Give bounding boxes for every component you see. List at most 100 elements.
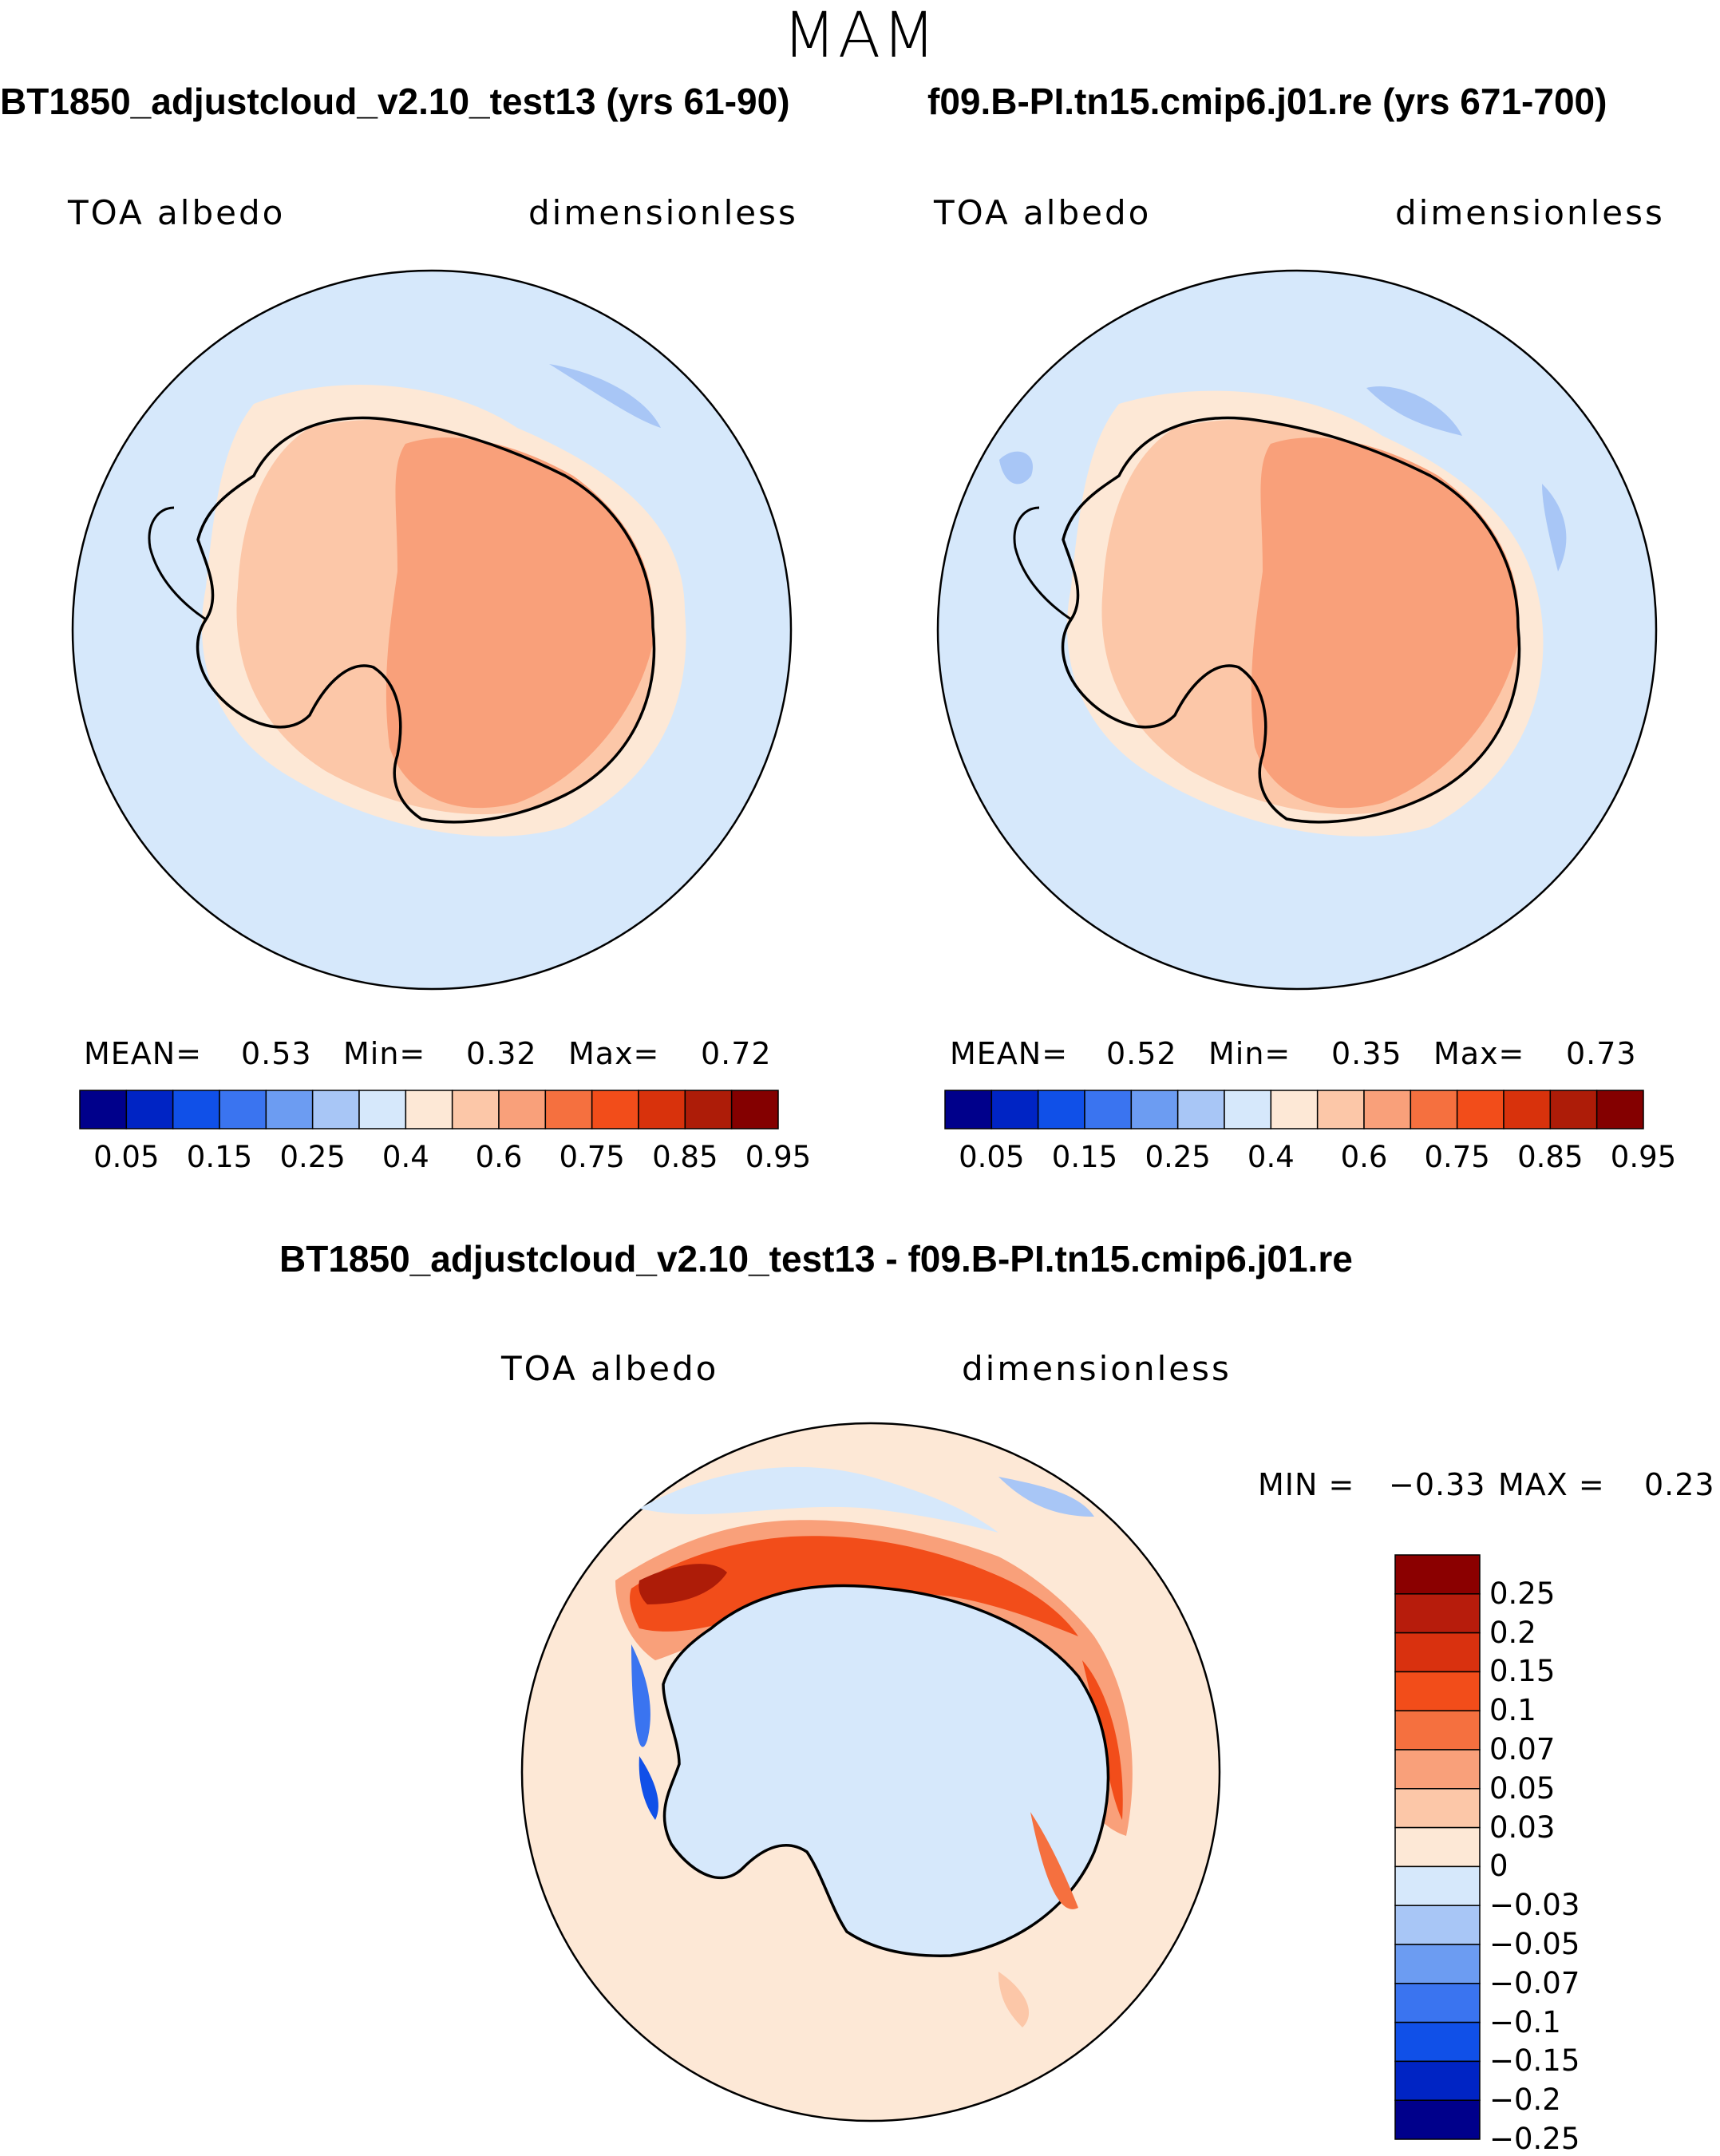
colorbar-tick-label: 0.4 — [1247, 1140, 1295, 1174]
colorbar-tick-label: 0.05 — [1489, 1770, 1556, 1806]
colorbar-box — [219, 1090, 267, 1129]
colorbar-tick-label: −0.25 — [1489, 2122, 1580, 2156]
colorbar-box — [1394, 1983, 1481, 2023]
colorbar-box — [1394, 1905, 1481, 1945]
colorbar-tick-label: 0.75 — [1424, 1140, 1490, 1174]
colorbar-box — [125, 1090, 174, 1129]
panel2-variable: TOA albedo — [934, 193, 1152, 232]
colorbar-box — [1394, 1554, 1481, 1595]
colorbar-tick-label: 0.1 — [1489, 1693, 1536, 1728]
colorbar-box — [1394, 2099, 1481, 2140]
colorbar-tick-label: 0.95 — [1610, 1140, 1677, 1174]
panel2-title: f09.B-PI.tn15.cmip6.j01.re (yrs 671-700) — [927, 81, 1607, 122]
panel1-units: dimensionless — [528, 193, 798, 232]
colorbar-tick-label: 0.2 — [1489, 1615, 1536, 1650]
panel1-variable: TOA albedo — [68, 193, 286, 232]
colorbar-box — [638, 1090, 686, 1129]
colorbar-box — [1270, 1090, 1319, 1129]
colorbar-tick-label: 0.25 — [1145, 1140, 1211, 1174]
colorbar-box — [1394, 1865, 1481, 1906]
colorbar-box — [1394, 1826, 1481, 1868]
colorbar-box — [1456, 1090, 1505, 1129]
colorbar-box — [172, 1090, 220, 1129]
colorbar-box — [1394, 1944, 1481, 1984]
colorbar-box — [1224, 1090, 1272, 1129]
panel1-min-value: 0.32 — [466, 1036, 537, 1071]
colorbar-tick-label: −0.1 — [1489, 2004, 1561, 2039]
colorbar-box — [311, 1090, 360, 1129]
colorbar-tick-label: 0.85 — [1517, 1140, 1584, 1174]
colorbar-box — [1130, 1090, 1179, 1129]
panel3-max-value: 0.23 — [1644, 1467, 1715, 1502]
colorbar-tick-label: 0.05 — [959, 1140, 1025, 1174]
panel3-max-label: MAX = — [1498, 1467, 1605, 1502]
panel2-min-value: 0.35 — [1331, 1036, 1402, 1071]
panel1-title: BT1850_adjustcloud_v2.10_test13 (yrs 61-… — [0, 81, 790, 122]
colorbar-box — [1394, 1593, 1481, 1634]
colorbar-box — [1394, 2060, 1481, 2101]
colorbar-tick-label: 0.6 — [475, 1140, 523, 1174]
colorbar-box — [1394, 1788, 1481, 1829]
colorbar-tick-label: 0.25 — [1489, 1576, 1556, 1611]
colorbar-box — [498, 1090, 547, 1129]
colorbar-box — [265, 1090, 314, 1129]
colorbar-box — [1410, 1090, 1458, 1129]
panel1-colorbar — [79, 1090, 779, 1129]
colorbar-box — [1549, 1090, 1598, 1129]
colorbar-tick-label: 0.25 — [279, 1140, 346, 1174]
panel2-units: dimensionless — [1395, 193, 1665, 232]
colorbar-tick-label: −0.05 — [1489, 1927, 1580, 1961]
panel1-mean-label: MEAN= — [84, 1036, 203, 1071]
colorbar-box — [1394, 1632, 1481, 1673]
panel3-min-label: MIN = — [1258, 1467, 1355, 1502]
panel2-max-label: Max= — [1433, 1036, 1525, 1071]
colorbar-tick-label: 0.03 — [1489, 1810, 1556, 1845]
colorbar-tick-label: 0.85 — [652, 1140, 718, 1174]
colorbar-tick-label: −0.2 — [1489, 2083, 1561, 2118]
panel2-map — [936, 269, 1658, 991]
colorbar-box — [544, 1090, 593, 1129]
colorbar-box — [1037, 1090, 1085, 1129]
panel2-min-label: Min= — [1208, 1036, 1291, 1071]
panel1-max-value: 0.72 — [701, 1036, 772, 1071]
panel3-min-value: −0.33 — [1389, 1467, 1486, 1502]
colorbar-box — [684, 1090, 733, 1129]
colorbar-tick-label: 0 — [1489, 1849, 1508, 1884]
colorbar-box — [990, 1090, 1039, 1129]
colorbar-box — [1316, 1090, 1365, 1129]
panel1-map — [71, 269, 793, 991]
colorbar-tick-label: 0.15 — [1051, 1140, 1118, 1174]
colorbar-tick-label: 0.6 — [1340, 1140, 1388, 1174]
colorbar-tick-label: 0.95 — [745, 1140, 812, 1174]
colorbar-box — [1394, 1749, 1481, 1790]
colorbar-tick-label: 0.15 — [186, 1140, 253, 1174]
panel1-mean-value: 0.53 — [241, 1036, 312, 1071]
colorbar-box — [1363, 1090, 1412, 1129]
colorbar-tick-label: 0.07 — [1489, 1732, 1556, 1766]
panel3-colorbar — [1394, 1554, 1481, 2140]
colorbar-tick-label: −0.15 — [1489, 2043, 1580, 2079]
colorbar-tick-label: −0.03 — [1489, 1888, 1580, 1923]
colorbar-box — [358, 1090, 407, 1129]
colorbar-box — [944, 1090, 993, 1129]
panel3-units: dimensionless — [962, 1349, 1232, 1388]
colorbar-box — [79, 1090, 128, 1129]
season-title: MAM — [782, 0, 938, 72]
colorbar-box — [1394, 2021, 1481, 2063]
panel3-map — [520, 1422, 1221, 2122]
colorbar-box — [1503, 1090, 1552, 1129]
panel1-max-label: Max= — [568, 1036, 660, 1071]
colorbar-tick-label: 0.75 — [559, 1140, 625, 1174]
panel3-title: BT1850_adjustcloud_v2.10_test13 - f09.B-… — [279, 1238, 1353, 1280]
colorbar-box — [730, 1090, 779, 1129]
colorbar-box — [1595, 1090, 1644, 1129]
panel3-variable: TOA albedo — [501, 1349, 719, 1388]
panel2-mean-label: MEAN= — [950, 1036, 1069, 1071]
colorbar-box — [405, 1090, 453, 1129]
colorbar-box — [1394, 1671, 1481, 1711]
panel2-max-value: 0.73 — [1566, 1036, 1637, 1071]
colorbar-tick-label: −0.07 — [1489, 1965, 1580, 2000]
colorbar-box — [1394, 1710, 1481, 1751]
colorbar-box — [1176, 1090, 1225, 1129]
colorbar-tick-label: 0.15 — [1489, 1654, 1556, 1689]
